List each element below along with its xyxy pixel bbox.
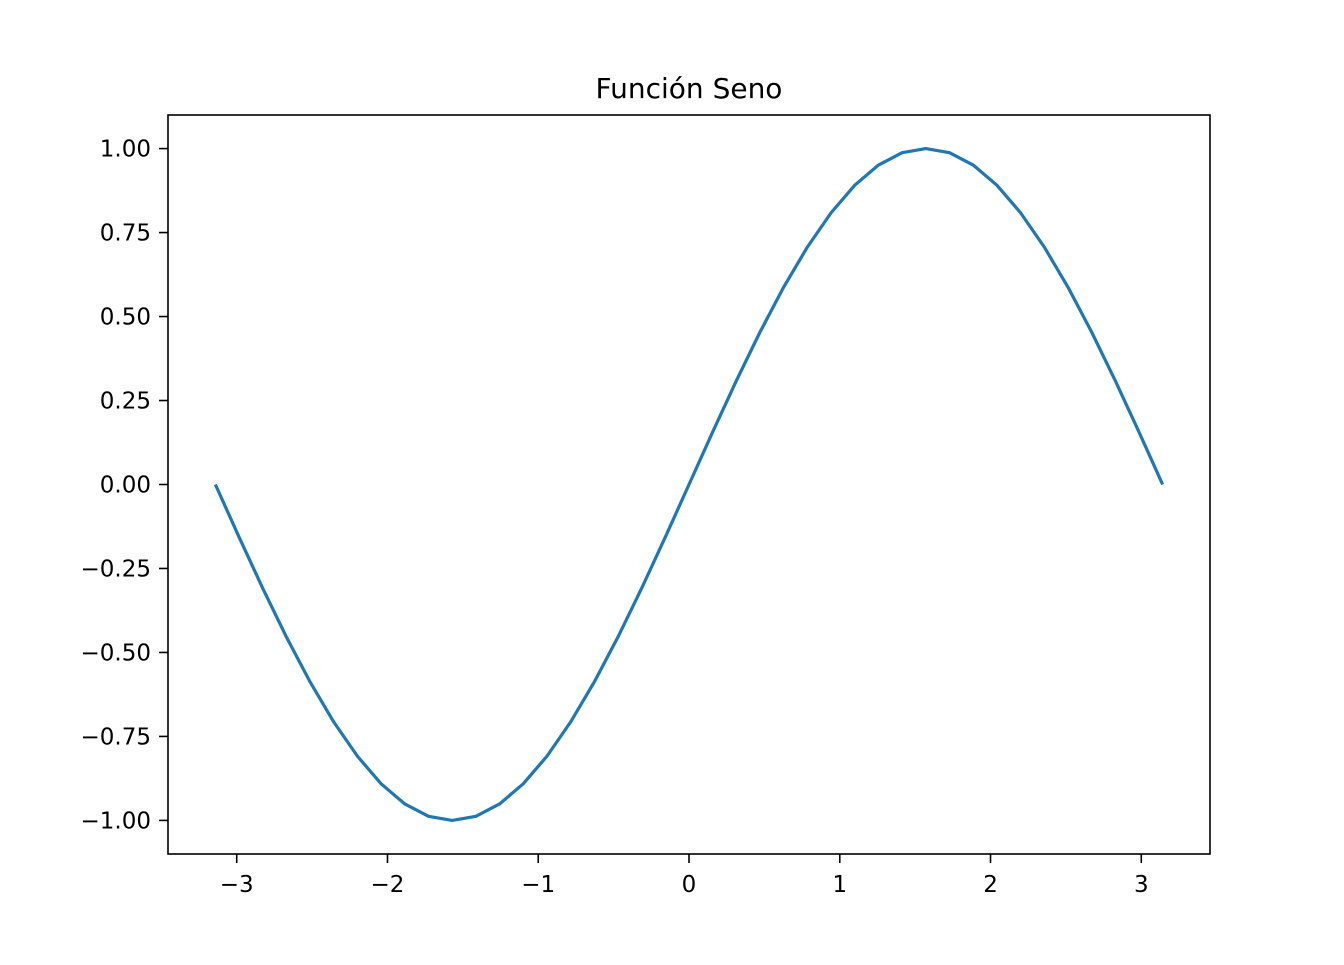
x-tick-label: −2: [371, 872, 405, 898]
sine-series-line: [213, 146, 1165, 823]
x-tick-label: 2: [983, 872, 998, 898]
y-tick-label: −0.25: [81, 556, 151, 582]
y-tick-label: 1.00: [100, 137, 151, 163]
y-tick-label: 0.75: [100, 221, 151, 247]
x-tick-label: −3: [220, 872, 254, 898]
y-tick-label: 0.00: [100, 473, 151, 499]
chart-title: Función Seno: [596, 72, 783, 105]
y-tick-label: −0.75: [81, 724, 151, 750]
x-axis: −3 −2 −1 0 1 2 3: [220, 854, 1149, 898]
y-tick-label: −1.00: [81, 808, 151, 834]
y-axis: 1.00 0.75 0.50 0.25 0.00 −0.25 −0.50 −0.75 −1.00: [81, 137, 168, 834]
y-tick-label: 0.50: [100, 305, 151, 331]
x-tick-label: −1: [521, 872, 555, 898]
y-tick-label: 0.25: [100, 389, 151, 415]
x-tick-label: 3: [1134, 872, 1149, 898]
x-tick-label: 1: [832, 872, 847, 898]
series-layer: [213, 146, 1165, 823]
y-tick-label: −0.50: [81, 640, 151, 666]
x-tick-label: 0: [682, 872, 697, 898]
